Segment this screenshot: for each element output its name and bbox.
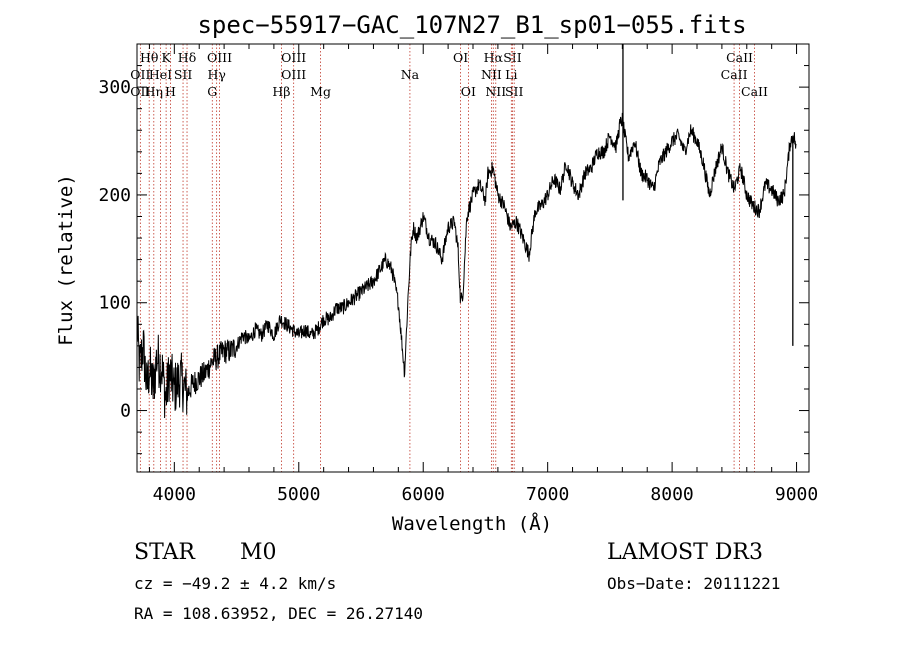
line-label: H: [165, 84, 176, 99]
x-tick-label: 8000: [650, 484, 693, 505]
line-label: Hα: [484, 50, 504, 65]
line-label: CaII: [726, 50, 753, 65]
object-class: STAR: [134, 540, 195, 565]
line-label: NII: [485, 84, 506, 99]
line-label: K: [161, 50, 171, 65]
x-tick-label: 5000: [277, 484, 320, 505]
line-label: OII: [130, 67, 150, 82]
line-label: OI: [453, 50, 468, 65]
line-label: OIII: [281, 67, 306, 82]
line-label: CaII: [721, 67, 748, 82]
y-tick-label: 100: [98, 293, 131, 314]
line-label: CaII: [741, 84, 768, 99]
line-label: G: [207, 84, 217, 99]
line-label: SII: [174, 67, 193, 82]
spectrum-series: [136, 44, 797, 419]
y-tick-label: 0: [120, 401, 131, 422]
plot-frame: [136, 43, 810, 473]
line-label: Mg: [310, 84, 331, 99]
line-label: SII: [503, 50, 522, 65]
x-tick-label: 6000: [402, 484, 445, 505]
x-tick-label: 9000: [775, 484, 818, 505]
line-label: NII: [481, 67, 502, 82]
coordinates: RA = 108.63952, DEC = 26.27140: [134, 604, 423, 623]
survey-name: LAMOST DR3: [607, 540, 763, 565]
line-label: Li: [505, 67, 517, 82]
line-label: OIII: [207, 50, 232, 65]
line-label: OIII: [281, 50, 306, 65]
line-label: SII: [505, 84, 524, 99]
line-label: Hβ: [272, 84, 290, 99]
x-tick-label: 7000: [526, 484, 569, 505]
line-label: OII: [130, 84, 150, 99]
axis-ticks: 4000 5000 6000 7000 8000 9000 0 100 200 300: [98, 44, 818, 505]
x-tick-label: 4000: [153, 484, 196, 505]
line-label: OI: [461, 84, 476, 99]
chart-title: spec−55917−GAC_107N27_B1_sp01−055.fits: [197, 11, 746, 39]
object-subclass: M0: [240, 540, 277, 565]
y-tick-label: 200: [98, 185, 131, 206]
line-label: Hη: [145, 84, 163, 99]
line-label: Na: [401, 67, 420, 82]
x-axis-label: Wavelength (Å): [392, 512, 552, 535]
line-label: Hγ: [207, 67, 225, 82]
y-axis-label: Flux (relative): [55, 174, 77, 346]
obs-date: Obs−Date: 20111221: [607, 574, 781, 593]
redshift-readout: cz = −49.2 ± 4.2 km/s: [134, 574, 337, 593]
line-label: Hθ: [140, 50, 158, 65]
line-label: Hδ: [178, 50, 196, 65]
spectrum-line: [136, 112, 797, 419]
y-tick-label: 300: [98, 77, 131, 98]
line-label: HeI: [149, 67, 172, 82]
